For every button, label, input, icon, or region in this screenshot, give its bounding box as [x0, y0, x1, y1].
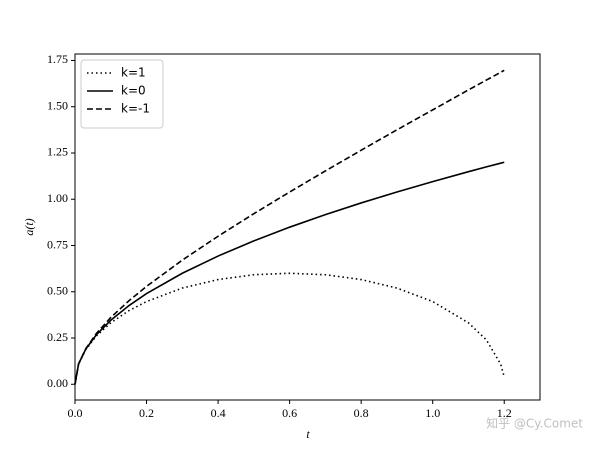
y-tick-label: 1.25	[47, 145, 68, 159]
x-tick-label: 0.6	[282, 406, 297, 420]
y-tick-label: 1.50	[47, 98, 68, 112]
y-axis-label: a(t)	[22, 218, 36, 235]
x-tick-label: 1.0	[425, 406, 440, 420]
legend-label: k=0	[121, 84, 146, 98]
plot-frame	[74, 53, 541, 401]
legend-label: k=-1	[121, 102, 150, 116]
x-tick-label: 0.4	[211, 406, 226, 420]
y-tick-label: 0.25	[47, 330, 68, 344]
y-tick-label: 1.75	[47, 52, 68, 66]
x-tick-label: 0.8	[354, 406, 369, 420]
x-tick-label: 1.2	[497, 406, 512, 420]
x-axis-label: t	[306, 427, 310, 441]
x-tick-label: 0.2	[139, 406, 154, 420]
legend-box	[80, 59, 164, 129]
line-series	[74, 69, 505, 385]
y-tick-label: 0.75	[47, 237, 68, 251]
y-tick-label: 0.50	[47, 284, 68, 298]
y-tick-label: 0.00	[47, 376, 68, 390]
x-tick-label: 0.0	[68, 406, 83, 420]
watermark: 知乎 @Cy.Comet	[486, 417, 583, 431]
y-tick-label: 1.00	[47, 191, 68, 205]
line-series	[74, 272, 506, 385]
legend-label: k=1	[121, 66, 146, 80]
